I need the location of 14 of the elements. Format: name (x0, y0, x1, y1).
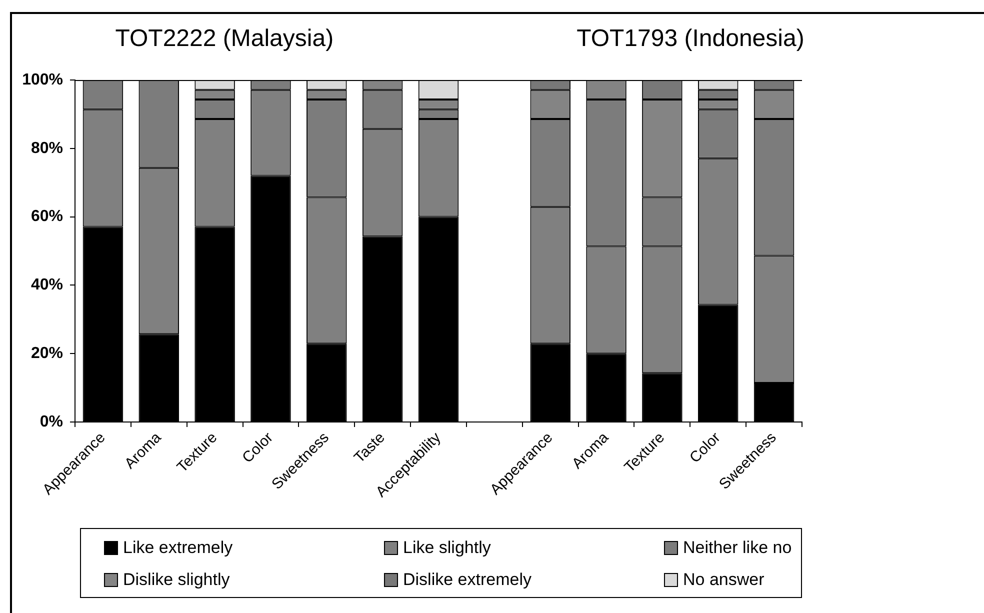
legend-label: Dislike extremely (403, 570, 532, 590)
legend-label: Neither like no (683, 538, 792, 558)
legend-label: No answer (683, 570, 764, 590)
legend-label: Dislike slightly (123, 570, 230, 590)
legend-label: Like slightly (403, 538, 491, 558)
y-tick-label: 80% (30, 140, 63, 157)
text: TOT2222 (Malaysia) (115, 25, 334, 52)
y-tick-label: 100% (22, 71, 63, 88)
y-tick-label: 60% (30, 208, 63, 226)
y-tick-label: 20% (30, 345, 63, 362)
text: TOT1793 (Indonesia) (576, 25, 804, 52)
y-tick-label: 0% (40, 413, 63, 430)
y-tick-label: 40% (30, 276, 63, 294)
legend-label: Like extremely (123, 538, 233, 558)
